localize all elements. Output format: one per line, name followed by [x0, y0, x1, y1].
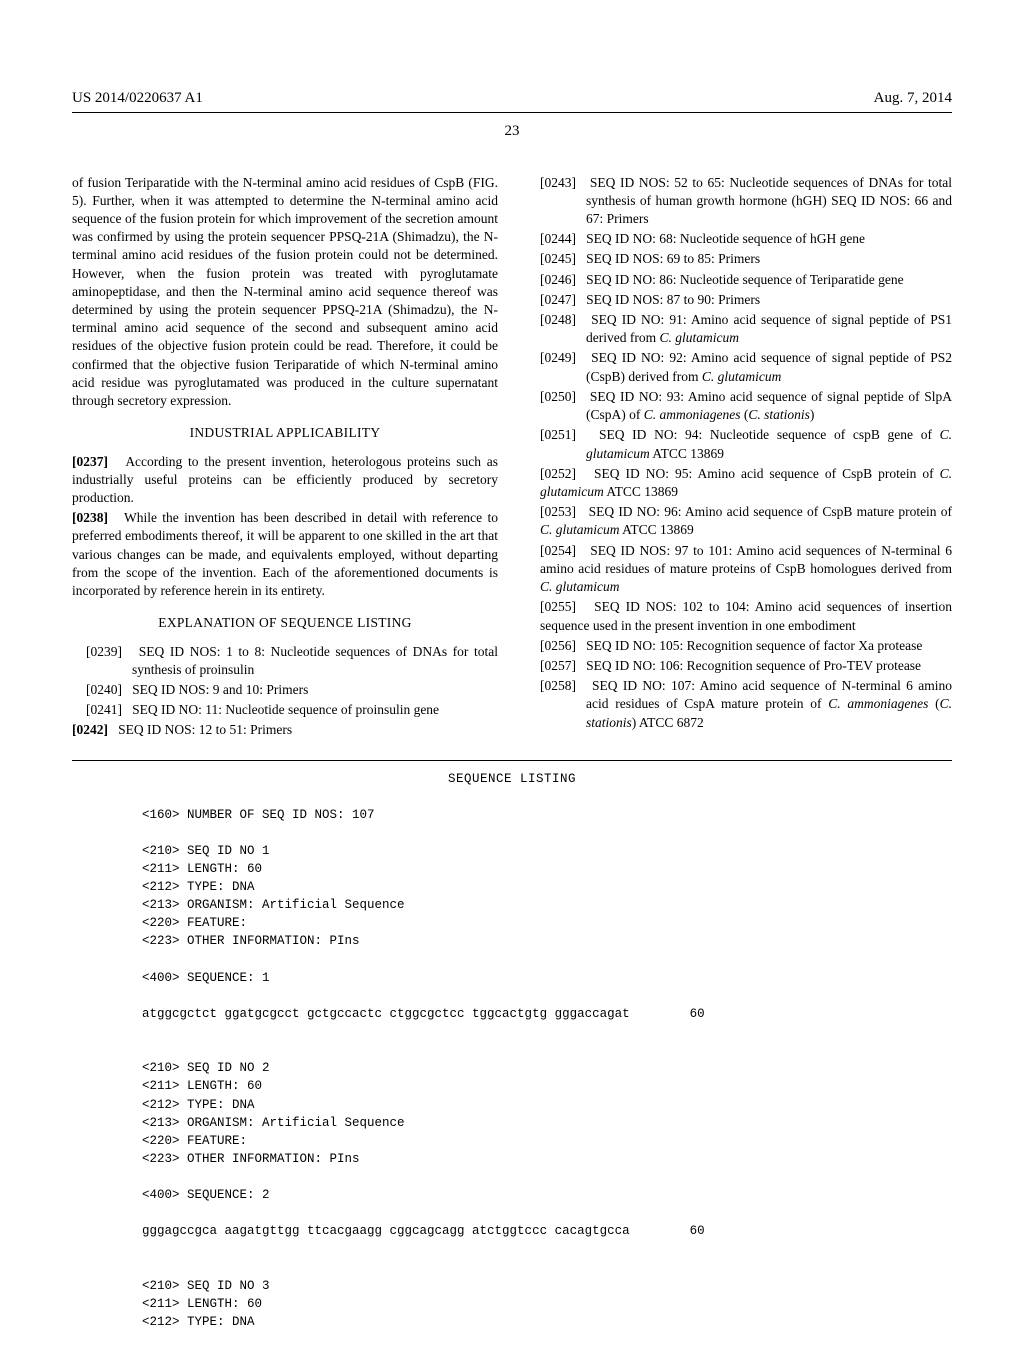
para-text-0244: SEQ ID NO: 68: Nucleotide sequence of hG… — [586, 231, 865, 246]
para-0254: [0254] SEQ ID NOS: 97 to 101: Amino acid… — [526, 542, 952, 597]
para-text-0253i: C. glutamicum — [540, 522, 620, 537]
para-0237: [0237] According to the present inventio… — [72, 453, 498, 508]
para-0246: [0246] SEQ ID NO: 86: Nucleotide sequenc… — [526, 271, 952, 289]
para-text-0258c: ) ATCC 6872 — [632, 715, 704, 730]
para-num-0238: [0238] — [72, 510, 108, 525]
para-text-0256: SEQ ID NO: 105: Recognition sequence of … — [586, 638, 922, 653]
para-text-0249i: C. glutamicum — [702, 369, 782, 384]
para-text-0252a: SEQ ID NO: 95: Amino acid sequence of Cs… — [594, 466, 940, 481]
seq2-body: gggagccgca aagatgttgg ttcacgaagg cggcagc… — [142, 1222, 952, 1240]
para-text-0254i: C. glutamicum — [540, 579, 620, 594]
para-text-0243: SEQ ID NOS: 52 to 65: Nucleotide sequenc… — [586, 175, 952, 226]
para-0245: [0245] SEQ ID NOS: 69 to 85: Primers — [526, 250, 952, 268]
para-num-0247: [0247] — [540, 292, 576, 307]
para-text-0242: SEQ ID NOS: 12 to 51: Primers — [118, 722, 292, 737]
para-text-0250i1: C. ammoniagenes — [644, 407, 741, 422]
seq-blank-5 — [142, 1241, 952, 1277]
para-text-0258i1: C. ammoniagenes — [828, 696, 928, 711]
para-0251: [0251] SEQ ID NO: 94: Nucleotide sequenc… — [526, 426, 952, 462]
para-0243: [0243] SEQ ID NOS: 52 to 65: Nucleotide … — [526, 174, 952, 229]
seq1-body: atggcgctct ggatgcgcct gctgccactc ctggcgc… — [142, 1005, 952, 1023]
para-num-0241: [0241] — [86, 702, 122, 717]
para-num-0237: [0237] — [72, 454, 108, 469]
para-0241: [0241] SEQ ID NO: 11: Nucleotide sequenc… — [72, 701, 498, 719]
para-text-0250i2: C. stationis — [748, 407, 810, 422]
para-num-0249: [0249] — [540, 350, 576, 365]
para-num-0240: [0240] — [86, 682, 122, 697]
sequence-listing-title: SEQUENCE LISTING — [72, 771, 952, 788]
seq-blank-1 — [142, 824, 952, 842]
seq2-meta: <210> SEQ ID NO 2 <211> LENGTH: 60 <212>… — [142, 1059, 952, 1204]
para-num-0244: [0244] — [540, 231, 576, 246]
para-num-0251: [0251] — [540, 427, 576, 442]
para-0257: [0257] SEQ ID NO: 106: Recognition seque… — [526, 657, 952, 675]
para-num-0252: [0252] — [540, 466, 576, 481]
para-text-0254a: SEQ ID NOS: 97 to 101: Amino acid sequen… — [540, 543, 952, 576]
para-0248: [0248] SEQ ID NO: 91: Amino acid sequenc… — [526, 311, 952, 347]
para-num-0257: [0257] — [540, 658, 576, 673]
seq-header: <160> NUMBER OF SEQ ID NOS: 107 — [142, 806, 952, 824]
para-0242: [0242] SEQ ID NOS: 12 to 51: Primers — [72, 721, 498, 739]
para-num-0239: [0239] — [86, 644, 122, 659]
para-text-0250c: ) — [810, 407, 815, 422]
para-0247: [0247] SEQ ID NOS: 87 to 90: Primers — [526, 291, 952, 309]
para-num-0256: [0256] — [540, 638, 576, 653]
para-0249: [0249] SEQ ID NO: 92: Amino acid sequenc… — [526, 349, 952, 385]
para-text-0251b: ATCC 13869 — [650, 446, 724, 461]
para-text-0241: SEQ ID NO: 11: Nucleotide sequence of pr… — [132, 702, 439, 717]
para-text-0258b: ( — [928, 696, 939, 711]
divider — [72, 760, 952, 761]
para-0238: [0238] While the invention has been desc… — [72, 509, 498, 600]
para-text-0253b: ATCC 13869 — [620, 522, 694, 537]
para-num-0242: [0242] — [72, 722, 108, 737]
para-text-0240: SEQ ID NOS: 9 and 10: Primers — [132, 682, 308, 697]
seq-blank-4 — [142, 1204, 952, 1222]
para-text-0252b: ATCC 13869 — [604, 484, 678, 499]
seq1-meta: <210> SEQ ID NO 1 <211> LENGTH: 60 <212>… — [142, 842, 952, 987]
para-text-0239: SEQ ID NOS: 1 to 8: Nucleotide sequences… — [132, 644, 498, 677]
seq-blank-3 — [142, 1023, 952, 1059]
seq-blank-2 — [142, 987, 952, 1005]
page-number: 23 — [72, 121, 952, 141]
para-text-0245: SEQ ID NOS: 69 to 85: Primers — [586, 251, 760, 266]
para-0250: [0250] SEQ ID NO: 93: Amino acid sequenc… — [526, 388, 952, 424]
seq3-meta: <210> SEQ ID NO 3 <211> LENGTH: 60 <212>… — [142, 1277, 952, 1331]
para-num-0243: [0243] — [540, 175, 576, 190]
para-num-0253: [0253] — [540, 504, 576, 519]
body-columns: of fusion Teriparatide with the N-termin… — [72, 174, 952, 740]
para-0244: [0244] SEQ ID NO: 68: Nucleotide sequenc… — [526, 230, 952, 248]
para-0253: [0253] SEQ ID NO: 96: Amino acid sequenc… — [526, 503, 952, 539]
heading-explanation: EXPLANATION OF SEQUENCE LISTING — [72, 614, 498, 632]
para-0252: [0252] SEQ ID NO: 95: Amino acid sequenc… — [526, 465, 952, 501]
para-text-0248a: SEQ ID NO: 91: Amino acid sequence of si… — [586, 312, 952, 345]
para-num-0250: [0250] — [540, 389, 576, 404]
para-num-0245: [0245] — [540, 251, 576, 266]
heading-industrial: INDUSTRIAL APPLICABILITY — [72, 424, 498, 442]
para-text-0238: While the invention has been described i… — [72, 510, 498, 598]
publication-date: Aug. 7, 2014 — [874, 88, 952, 108]
para-num-0248: [0248] — [540, 312, 576, 327]
para-text-0253a: SEQ ID NO: 96: Amino acid sequence of Cs… — [589, 504, 952, 519]
para-0256: [0256] SEQ ID NO: 105: Recognition seque… — [526, 637, 952, 655]
para-text-0257: SEQ ID NO: 106: Recognition sequence of … — [586, 658, 921, 673]
para-text-0246: SEQ ID NO: 86: Nucleotide sequence of Te… — [586, 272, 903, 287]
para-num-0255: [0255] — [540, 599, 576, 614]
para-num-0246: [0246] — [540, 272, 576, 287]
para-0258: [0258] SEQ ID NO: 107: Amino acid sequen… — [526, 677, 952, 732]
para-text-0251a: SEQ ID NO: 94: Nucleotide sequence of cs… — [599, 427, 940, 442]
para-0240: [0240] SEQ ID NOS: 9 and 10: Primers — [72, 681, 498, 699]
para-text-0247: SEQ ID NOS: 87 to 90: Primers — [586, 292, 760, 307]
para-text-0237: According to the present invention, hete… — [72, 454, 498, 505]
para-0239: [0239] SEQ ID NOS: 1 to 8: Nucleotide se… — [72, 643, 498, 679]
para-num-0254: [0254] — [540, 543, 576, 558]
publication-number: US 2014/0220637 A1 — [72, 88, 203, 108]
para-0255: [0255] SEQ ID NOS: 102 to 104: Amino aci… — [526, 598, 952, 634]
para-text-0255: SEQ ID NOS: 102 to 104: Amino acid seque… — [540, 599, 952, 632]
para-num-0258: [0258] — [540, 678, 576, 693]
para-text-0248i: C. glutamicum — [659, 330, 739, 345]
intro-paragraph: of fusion Teriparatide with the N-termin… — [72, 174, 498, 411]
page-header: US 2014/0220637 A1 Aug. 7, 2014 — [72, 88, 952, 113]
